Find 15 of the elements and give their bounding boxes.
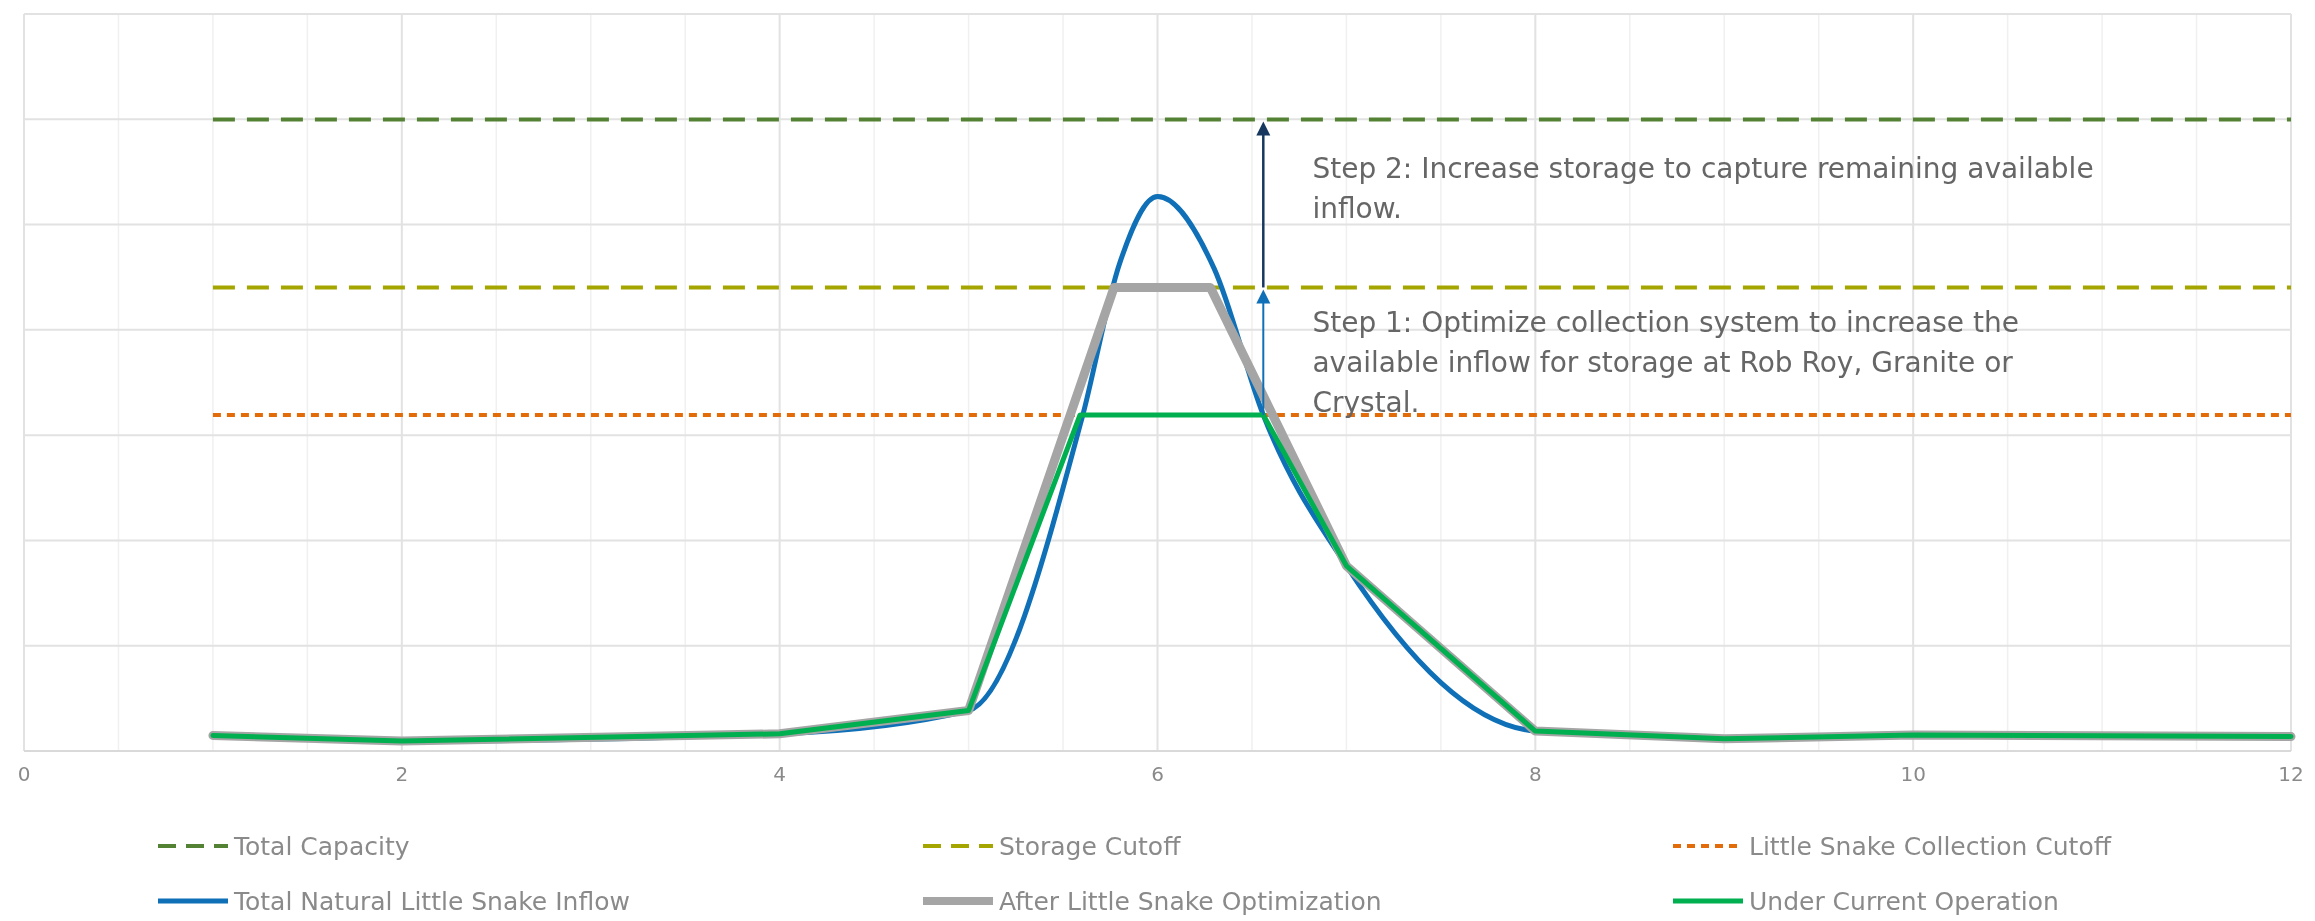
x-tick-label: 8 <box>1528 762 1542 786</box>
annotation: Step 1: Optimize collection system to increase the available inflow for storage at Rob Roy, Granite or Crystal. <box>1312 306 2019 420</box>
legend-label: Storage Cutoff <box>999 832 1182 861</box>
legend-label: After Little Snake Optimization <box>999 887 1382 916</box>
legend-label: Total Capacity <box>233 832 410 861</box>
x-tick-label: 10 <box>1900 762 1926 786</box>
x-tick-label: 6 <box>1151 762 1164 786</box>
x-tick-label: 2 <box>395 762 409 786</box>
legend-label: Little Snake Collection Cutoff <box>1749 832 2112 861</box>
x-tick-label: 0 <box>17 762 31 786</box>
x-tick-label: 4 <box>773 762 787 786</box>
legend-label: Under Current Operation <box>1749 887 2059 916</box>
legend-label: Total Natural Little Snake Inflow <box>233 887 630 916</box>
annotation: Step 2: Increase storage to capture remaining available inflow. <box>1312 152 2094 226</box>
x-tick-label: 12 <box>2278 762 2304 786</box>
